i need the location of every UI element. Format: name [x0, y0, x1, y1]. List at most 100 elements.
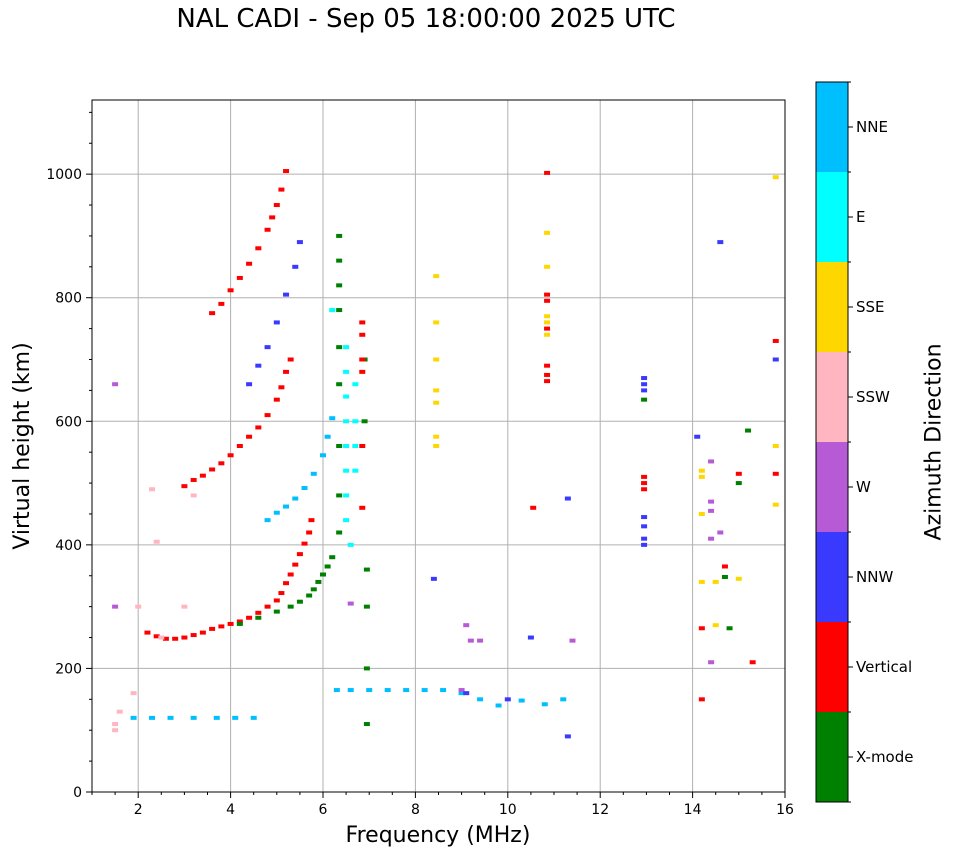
chart-title: NAL CADI - Sep 05 18:00:00 2025 UTC	[176, 4, 676, 34]
echo-point	[544, 230, 551, 235]
echo-point	[333, 688, 340, 693]
echo-point	[167, 715, 174, 720]
echo-point	[772, 502, 779, 507]
echo-point	[283, 169, 290, 174]
echo-point	[421, 688, 428, 693]
echo-point	[336, 233, 343, 238]
echo-point	[735, 481, 742, 486]
echo-point	[273, 203, 280, 208]
echo-point	[292, 496, 299, 501]
x-tick-label: 6	[319, 802, 328, 818]
colorbar-tick-label: NNE	[856, 118, 888, 136]
echo-point	[544, 264, 551, 269]
colorbar-label: Azimuth Direction	[921, 343, 947, 541]
echo-point	[310, 587, 317, 592]
echo-point	[273, 320, 280, 325]
echo-point	[433, 434, 440, 439]
echo-point	[227, 621, 234, 626]
echo-point	[641, 481, 648, 486]
echo-point	[283, 292, 290, 297]
echo-point	[112, 728, 119, 733]
echo-point	[641, 388, 648, 393]
echo-point	[218, 301, 225, 306]
echo-point	[694, 434, 701, 439]
x-tick-label: 4	[226, 802, 235, 818]
echo-point	[336, 345, 343, 350]
echo-point	[227, 453, 234, 458]
echo-point	[296, 599, 303, 604]
echo-point	[278, 591, 285, 596]
echo-point	[698, 468, 705, 473]
echo-point	[433, 400, 440, 405]
echo-point	[264, 227, 271, 232]
echo-point	[359, 505, 366, 510]
echo-point	[264, 518, 271, 523]
echo-point	[130, 691, 137, 696]
echo-point	[641, 487, 648, 492]
echo-point	[308, 518, 315, 523]
echo-point	[708, 499, 715, 504]
echo-point	[246, 261, 253, 266]
echo-point	[544, 326, 551, 331]
echo-point	[772, 175, 779, 180]
echo-point	[641, 376, 648, 381]
echo-point	[306, 530, 313, 535]
x-tick-label: 12	[591, 802, 609, 818]
echo-point	[116, 709, 123, 714]
echo-point	[641, 515, 648, 520]
echo-point	[363, 666, 370, 671]
colorbar-tick-label: SSW	[856, 388, 890, 406]
echo-point	[250, 715, 257, 720]
y-tick-label: 600	[55, 414, 82, 430]
echo-point	[153, 634, 160, 639]
colorbar-segment	[816, 532, 848, 622]
echo-point	[287, 604, 294, 609]
echo-point	[527, 635, 534, 640]
echo-point	[641, 382, 648, 387]
echo-point	[347, 688, 354, 693]
echo-point	[564, 496, 571, 501]
echo-point	[712, 623, 719, 628]
echo-point	[359, 332, 366, 337]
echo-point	[440, 688, 447, 693]
echo-point	[287, 357, 294, 362]
echo-point	[544, 298, 551, 303]
echo-point	[463, 691, 470, 696]
echo-point	[735, 576, 742, 581]
colorbar-tick-label: NNW	[856, 568, 893, 586]
echo-point	[458, 691, 465, 696]
echo-point	[544, 332, 551, 337]
echo-point	[343, 369, 350, 374]
echo-point	[352, 468, 359, 473]
data-marks	[112, 169, 779, 739]
echo-point	[218, 624, 225, 629]
echo-point	[283, 369, 290, 374]
echo-point	[336, 382, 343, 387]
echo-point	[403, 688, 410, 693]
echo-point	[745, 428, 752, 433]
echo-point	[246, 382, 253, 387]
echo-point	[190, 493, 197, 498]
echo-point	[199, 473, 206, 478]
echo-point	[735, 471, 742, 476]
echo-point	[172, 636, 179, 641]
echo-point	[347, 601, 354, 606]
x-tick-label: 8	[411, 802, 420, 818]
echo-point	[698, 474, 705, 479]
echo-point	[336, 493, 343, 498]
echo-point	[343, 394, 350, 399]
echo-point	[190, 633, 197, 638]
echo-point	[458, 688, 465, 693]
echo-point	[359, 444, 366, 448]
echo-point	[712, 579, 719, 584]
echo-point	[477, 638, 484, 643]
echo-point	[292, 264, 299, 269]
echo-point	[255, 425, 262, 430]
echo-point	[433, 274, 440, 279]
echo-point	[343, 345, 350, 350]
colorbar-segment	[816, 352, 848, 442]
colorbar-tick-label: SSE	[856, 298, 885, 316]
echo-point	[343, 518, 350, 523]
echo-point	[236, 619, 243, 624]
echo-point	[320, 572, 326, 577]
